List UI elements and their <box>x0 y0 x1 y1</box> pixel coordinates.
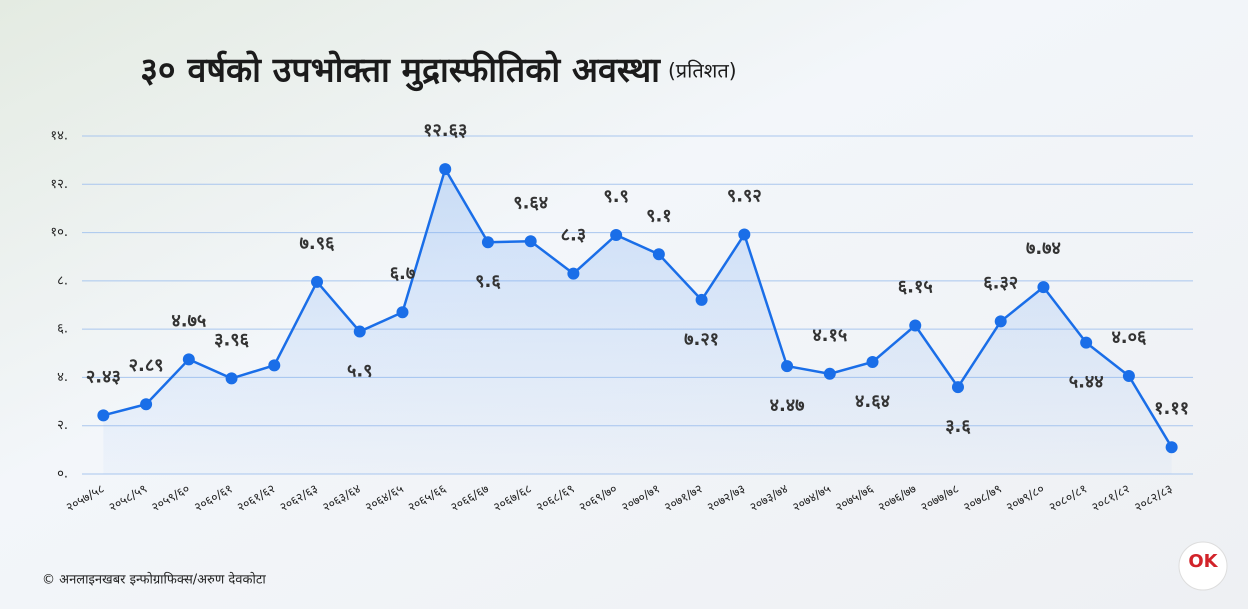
value-label: ९.९२ <box>727 186 762 207</box>
y-tick-label: ०. <box>57 467 68 482</box>
point <box>311 275 324 288</box>
chart-title: ३० वर्षको उपभोक्ता मुद्रास्फीतिको अवस्था <box>140 50 661 92</box>
point <box>1037 281 1050 294</box>
point <box>909 319 922 332</box>
point <box>695 293 708 306</box>
point <box>439 163 452 176</box>
point <box>738 228 751 241</box>
point <box>951 381 964 394</box>
point <box>268 359 281 372</box>
point <box>652 248 665 261</box>
point <box>781 360 794 373</box>
value-label: ९.९ <box>603 186 629 207</box>
point <box>823 367 836 380</box>
value-label: ४.०६ <box>1111 327 1147 348</box>
point <box>1122 369 1135 382</box>
y-tick-label: ४. <box>57 370 68 385</box>
value-label: ५.४४ <box>1069 372 1104 393</box>
y-tick-label: २. <box>57 418 68 433</box>
value-label: १२.६३ <box>423 120 467 141</box>
y-tick-label: १०. <box>50 225 68 240</box>
value-label: ४.६४ <box>855 391 890 412</box>
point <box>97 409 110 422</box>
value-label: २.४३ <box>86 366 121 387</box>
value-label: १.११ <box>1154 398 1189 419</box>
value-label: ७.२१ <box>684 329 719 350</box>
y-tick-label: ६. <box>57 322 68 337</box>
value-label: ७.७४ <box>1026 238 1061 259</box>
value-label: ३.६ <box>945 416 971 437</box>
point <box>567 267 580 280</box>
point <box>353 325 366 338</box>
value-label: ९.६ <box>475 271 501 292</box>
point <box>524 235 537 248</box>
value-label: ४.४७ <box>770 395 805 416</box>
point <box>994 315 1007 328</box>
value-label: ६.७ <box>390 263 416 284</box>
y-tick-label: ८. <box>57 273 68 288</box>
chart-subtitle: (प्रतिशत) <box>668 59 737 83</box>
value-label: ९.६४ <box>513 192 548 213</box>
value-label: ६.१५ <box>898 277 933 298</box>
value-label: ४.७५ <box>171 310 206 331</box>
value-label: ६.३२ <box>983 272 1018 293</box>
value-label: ५.९ <box>347 361 373 382</box>
point <box>1165 441 1178 454</box>
logo-badge <box>1178 541 1228 591</box>
point <box>182 353 195 366</box>
value-label: ३.९६ <box>214 329 250 350</box>
logo: OK <box>1188 551 1218 572</box>
y-tick-label: १२. <box>50 177 68 192</box>
source: © अनलाइनखबर इन्फोग्राफिक्स/अरुण देवकोटा <box>42 572 266 588</box>
value-label: ४.१५ <box>812 325 847 346</box>
line <box>103 165 1173 448</box>
point <box>610 228 623 241</box>
point <box>140 398 153 411</box>
point <box>481 236 494 249</box>
value-label: ७.९६ <box>300 233 336 254</box>
point <box>396 306 409 319</box>
value-label: ९.१ <box>646 205 672 226</box>
point <box>1080 336 1093 349</box>
value-label: ८.३ <box>561 225 587 246</box>
area <box>103 169 1172 474</box>
point <box>866 355 879 368</box>
point <box>225 372 238 385</box>
value-label: २.८९ <box>129 355 164 376</box>
y-tick-label: १४. <box>50 129 68 144</box>
